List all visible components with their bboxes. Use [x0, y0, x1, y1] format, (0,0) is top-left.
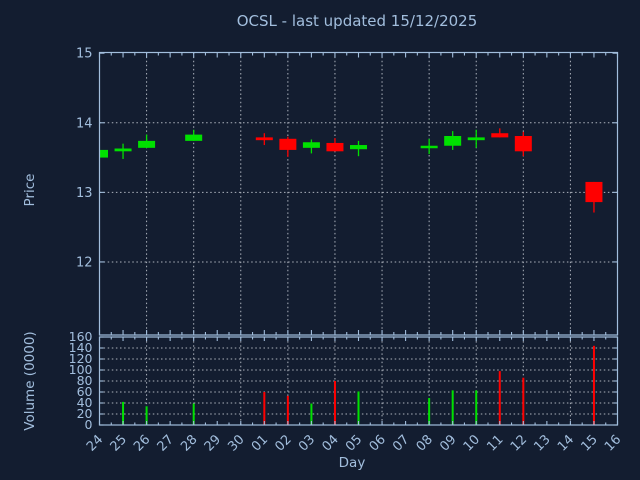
price-plot-frame	[98, 51, 619, 336]
volume-bar-08	[428, 398, 431, 425]
day-tick-label: 09	[437, 432, 459, 454]
day-tick-label: 03	[296, 432, 318, 454]
volume-tick-label: 60	[77, 384, 93, 399]
volume-bars	[122, 345, 595, 425]
candle-body-03	[302, 142, 320, 148]
axes-frame	[98, 51, 619, 426]
day-tick-label: 24	[84, 432, 106, 454]
candle-body-28	[185, 134, 203, 141]
volume-tick-label: 140	[69, 340, 93, 355]
volume-bar-12	[522, 377, 525, 425]
candle-body-04	[326, 142, 344, 152]
volume-tick-label: 120	[69, 351, 93, 366]
candle-body-24	[99, 149, 108, 158]
price-axis-label: Price	[22, 174, 38, 207]
volume-tick-label: 80	[77, 373, 93, 388]
day-tick-label: 10	[461, 432, 483, 454]
volume-tick-label: 0	[85, 417, 93, 432]
volume-bar-28	[192, 403, 195, 425]
price-tick-label: 14	[76, 116, 93, 131]
volume-bar-10	[475, 390, 478, 425]
day-tick-label: 12	[508, 432, 530, 454]
candle-body-15	[585, 181, 603, 203]
day-tick-label: 01	[249, 432, 271, 454]
price-tick-label: 15	[76, 47, 93, 62]
day-tick-label: 29	[202, 432, 224, 454]
candle-body-12	[514, 135, 532, 152]
day-tick-label: 28	[178, 432, 200, 454]
volume-bar-04	[333, 381, 336, 425]
volume-bar-03	[310, 403, 313, 425]
day-tick-label: 05	[343, 432, 365, 454]
volume-bar-02	[286, 395, 289, 425]
day-tick-label: 14	[555, 432, 577, 454]
candle-body-05	[350, 145, 367, 150]
chart-title: OCSL - last updated 15/12/2025	[237, 12, 478, 30]
price-tick-label: 12	[76, 255, 93, 270]
candle-body-01	[255, 137, 273, 141]
gridlines	[99, 52, 618, 425]
volume-tick-label: 40	[77, 395, 93, 410]
volume-bar-11	[498, 371, 501, 425]
candle-body-09	[444, 135, 462, 146]
candle-body-26	[138, 140, 156, 148]
day-tick-label: 11	[484, 432, 506, 454]
volume-tick-label: 20	[77, 406, 93, 421]
day-tick-label: 07	[390, 432, 412, 454]
day-tick-label: 06	[367, 432, 389, 454]
candle-body-08	[420, 145, 438, 149]
volume-axis-label: Volume (0000)	[22, 331, 38, 430]
price-tick-label: 13	[76, 186, 93, 201]
ticks	[98, 52, 619, 426]
day-tick-label: 02	[272, 432, 294, 454]
day-tick-label: 16	[602, 432, 624, 454]
day-tick-label: 04	[319, 432, 341, 454]
volume-bar-15	[592, 345, 595, 425]
candle-body-11	[491, 133, 509, 138]
volume-bar-05	[357, 391, 360, 425]
volume-bar-01	[263, 392, 266, 425]
candle-body-25	[114, 148, 132, 152]
day-tick-label: 26	[131, 432, 153, 454]
day-tick-label: 13	[531, 432, 553, 454]
candle-body-02	[279, 138, 297, 150]
day-tick-label: 30	[225, 432, 247, 454]
volume-bar-26	[145, 406, 148, 425]
volume-bar-25	[122, 401, 125, 425]
volume-tick-label: 100	[69, 362, 93, 377]
volume-bar-09	[451, 390, 454, 425]
x-axis-label: Day	[339, 455, 366, 471]
candle-body-10	[467, 137, 485, 141]
day-tick-label: 25	[108, 432, 130, 454]
volume-tick-label: 160	[69, 329, 93, 344]
day-tick-label: 27	[155, 432, 177, 454]
day-tick-label: 08	[414, 432, 436, 454]
candles	[99, 128, 603, 213]
day-tick-label: 15	[578, 432, 600, 454]
